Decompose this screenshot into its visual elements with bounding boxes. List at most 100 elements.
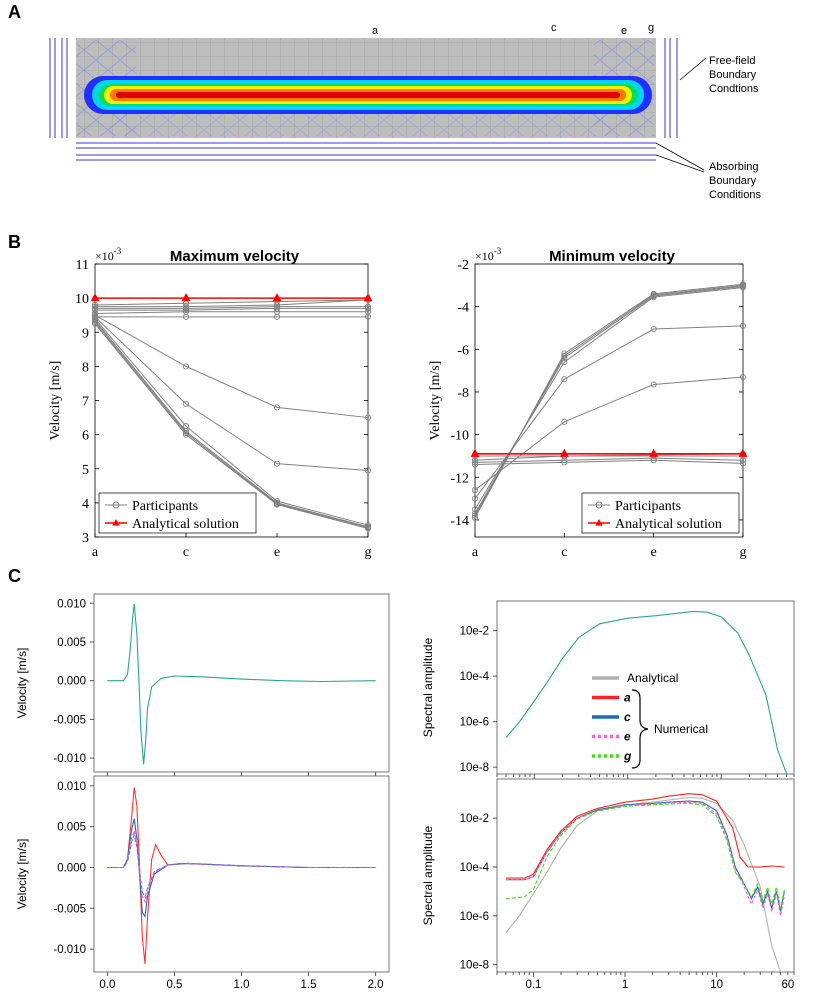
series-group xyxy=(505,793,785,972)
chart-title: Maximum velocity xyxy=(170,248,300,265)
y-tick-label: 3 xyxy=(82,531,89,546)
x-tick-label: 2.0 xyxy=(368,979,384,991)
participant-line xyxy=(474,459,744,465)
analytical-point xyxy=(363,293,373,302)
x-tick-label: 1.5 xyxy=(301,979,317,991)
y-tick-label: 10e-2 xyxy=(460,813,489,825)
analytical-point xyxy=(470,448,480,457)
series-line-a xyxy=(107,787,376,964)
participant-line xyxy=(474,457,744,463)
participant-point xyxy=(739,457,747,464)
participant-point xyxy=(91,318,99,326)
absorbing-pointer-1 xyxy=(655,142,705,171)
exponent-label: ×10-3 xyxy=(95,246,122,263)
participant-point xyxy=(471,495,479,502)
y-tick-label: -12 xyxy=(450,471,469,486)
panel-a-model: a c e g Free-field Boundary Condtions Ab… xyxy=(49,22,762,201)
analytical-point xyxy=(559,448,569,457)
y-axis-label: Velocity [m/s] xyxy=(428,361,443,441)
legend-marker-participants xyxy=(595,501,603,509)
participant-line xyxy=(94,319,369,528)
analytical-point xyxy=(90,293,100,302)
participant-point xyxy=(273,305,281,312)
participant-point xyxy=(561,376,568,383)
legend: Participants Analytical solution xyxy=(581,492,740,534)
x-tick-label: a xyxy=(472,545,479,560)
plot-frame xyxy=(93,775,390,973)
participant-point xyxy=(650,326,657,333)
y-tick-label: -0.010 xyxy=(53,944,86,956)
participant-point xyxy=(364,414,372,421)
participant-point xyxy=(561,418,568,425)
participant-point xyxy=(91,317,99,324)
x-tick-label: e xyxy=(651,545,657,560)
participant-line xyxy=(474,285,744,514)
legend-marker-analytical xyxy=(595,519,603,526)
participant-line xyxy=(474,283,744,519)
participant-line xyxy=(95,306,368,309)
analytical-point xyxy=(738,448,748,457)
chart-B-max: 3 4 5 6 7 8 9 10 11 a c e g ×10-3 Maximum velocity Velo… xyxy=(48,246,373,560)
legend-label-g: g xyxy=(623,749,632,763)
legend-label-c: c xyxy=(624,710,631,724)
analytical-point xyxy=(272,293,282,302)
series-line-g xyxy=(505,802,785,909)
participant-point xyxy=(91,301,99,309)
participant-point xyxy=(739,281,747,288)
analytical-point xyxy=(649,448,659,457)
participant-line xyxy=(474,284,744,516)
participant-line xyxy=(474,325,744,499)
participant-point xyxy=(91,320,99,327)
y-tick-label: -8 xyxy=(457,386,469,401)
participant-point xyxy=(561,459,568,466)
x-tick-label: a xyxy=(92,545,99,560)
participant-point xyxy=(273,501,281,508)
y-tick-label: -10 xyxy=(450,429,469,444)
participant-point xyxy=(471,459,479,466)
legend-marker-analytical xyxy=(112,519,120,526)
legend-marker-participants xyxy=(112,501,120,509)
analytical-point xyxy=(181,293,191,302)
participant-point xyxy=(91,305,99,312)
participant-point xyxy=(561,350,568,357)
chart-C-vel-numerical: 0.010 0.005 0.000 -0.005 -0.010 0.0 0.5 1.0 1.5 2… xyxy=(15,775,390,991)
free-field-label: Free-field Boundary Condtions xyxy=(709,55,759,95)
participant-point xyxy=(471,487,479,494)
series-group xyxy=(505,610,788,774)
participant-point xyxy=(471,512,479,519)
y-tick-label: 10e-6 xyxy=(460,717,489,729)
participant-point xyxy=(182,400,190,407)
y-tick-label: 10e-6 xyxy=(460,911,489,923)
y-axis-label: Velocity [m/s] xyxy=(48,361,63,441)
exponent-value: -3 xyxy=(494,246,502,256)
participant-point xyxy=(650,290,657,297)
legend: Participants Analytical solution xyxy=(98,492,257,534)
absorbing-label: Absorbing Boundary Conditions xyxy=(709,161,762,201)
y-tick-label: -4 xyxy=(457,301,469,316)
participant-line xyxy=(474,286,744,510)
participant-line xyxy=(94,321,369,528)
participant-point xyxy=(364,467,372,474)
participant-line xyxy=(95,307,368,311)
x-tick-label: 10 xyxy=(710,979,723,991)
y-tick-label: 0.000 xyxy=(57,676,86,688)
participant-line xyxy=(94,311,368,314)
participant-point xyxy=(182,429,190,436)
y-tick-label: 10e-8 xyxy=(460,762,489,774)
section-label-c: c xyxy=(551,22,557,34)
y-tick-label: 0.005 xyxy=(57,822,86,834)
exponent-label: ×10-3 xyxy=(475,246,502,263)
legend-brace xyxy=(631,689,649,769)
participant-point xyxy=(364,303,372,310)
series-line-e xyxy=(107,828,376,904)
series-line-numerical xyxy=(505,610,788,774)
legend-label-e: e xyxy=(624,730,631,744)
plot-frame xyxy=(496,600,795,775)
y-tick-label: 11 xyxy=(76,258,89,273)
series-line-numerical xyxy=(107,604,376,765)
boundary-elements-left xyxy=(49,38,68,138)
participant-point xyxy=(739,322,747,329)
participant-point xyxy=(182,363,190,370)
x-tick-label: 0.1 xyxy=(525,979,541,991)
x-tick-label: 1.0 xyxy=(234,979,250,991)
